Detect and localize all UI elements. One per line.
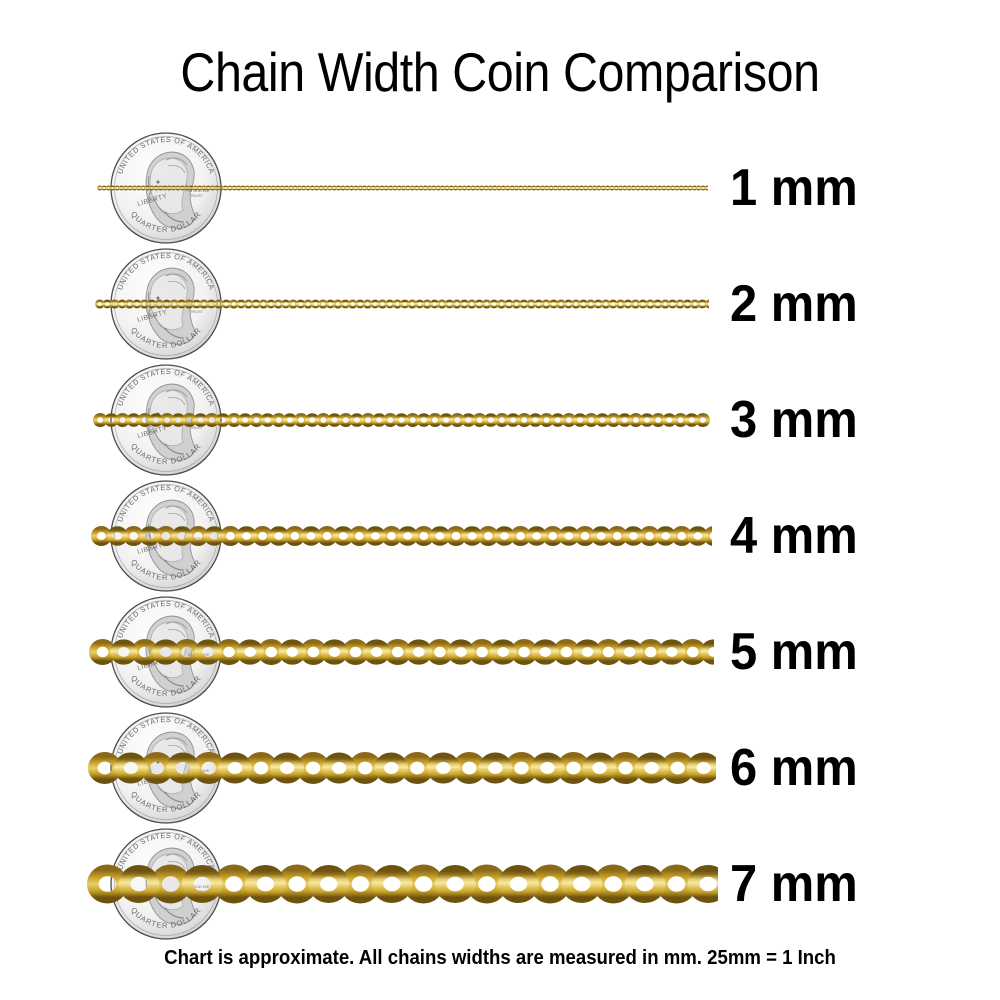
chain-row: UNITED STATES OF AMERICA QUARTER DOLLAR … <box>0 362 1000 478</box>
chain-row: UNITED STATES OF AMERICA QUARTER DOLLAR … <box>0 826 1000 942</box>
svg-text:TRUST: TRUST <box>190 193 204 198</box>
chain-row: UNITED STATES OF AMERICA QUARTER DOLLAR … <box>0 246 1000 362</box>
svg-text:IN GOD WE: IN GOD WE <box>188 884 210 889</box>
chain-width-label: 7 mm <box>730 855 858 913</box>
gold-chain-graphic <box>87 826 718 942</box>
chain-width-label: 4 mm <box>730 507 858 565</box>
chain-row: UNITED STATES OF AMERICA QUARTER DOLLAR … <box>0 710 1000 826</box>
svg-text:IN GOD WE: IN GOD WE <box>188 536 210 541</box>
svg-text:TRUST: TRUST <box>190 425 204 430</box>
quarter-coin-icon: UNITED STATES OF AMERICA QUARTER DOLLAR … <box>108 478 224 594</box>
svg-text:IN GOD WE: IN GOD WE <box>188 188 210 193</box>
chain-width-label: 1 mm <box>730 159 858 217</box>
gold-chain-graphic <box>89 594 714 710</box>
gold-chain-graphic <box>93 362 711 478</box>
chain-width-label: 6 mm <box>730 739 858 797</box>
svg-text:TRUST: TRUST <box>190 309 204 314</box>
gold-chain-graphic <box>88 710 716 826</box>
page-title: Chain Width Coin Comparison <box>180 41 820 103</box>
gold-chain-graphic <box>95 246 709 362</box>
gold-chain-graphic <box>91 478 712 594</box>
chain-width-label: 5 mm <box>730 623 858 681</box>
chain-width-label: 3 mm <box>730 391 858 449</box>
quarter-coin-icon: UNITED STATES OF AMERICA QUARTER DOLLAR … <box>108 594 224 710</box>
chain-width-label: 2 mm <box>730 275 858 333</box>
chain-row: UNITED STATES OF AMERICA QUARTER DOLLAR … <box>0 478 1000 594</box>
gold-chain-graphic <box>97 130 708 246</box>
chain-row: UNITED STATES OF AMERICA QUARTER DOLLAR … <box>0 594 1000 710</box>
footer-note: Chart is approximate. All chains widths … <box>164 947 836 969</box>
quarter-coin-icon: UNITED STATES OF AMERICA QUARTER DOLLAR … <box>108 362 224 478</box>
chain-row: UNITED STATES OF AMERICA QUARTER DOLLAR … <box>0 130 1000 246</box>
